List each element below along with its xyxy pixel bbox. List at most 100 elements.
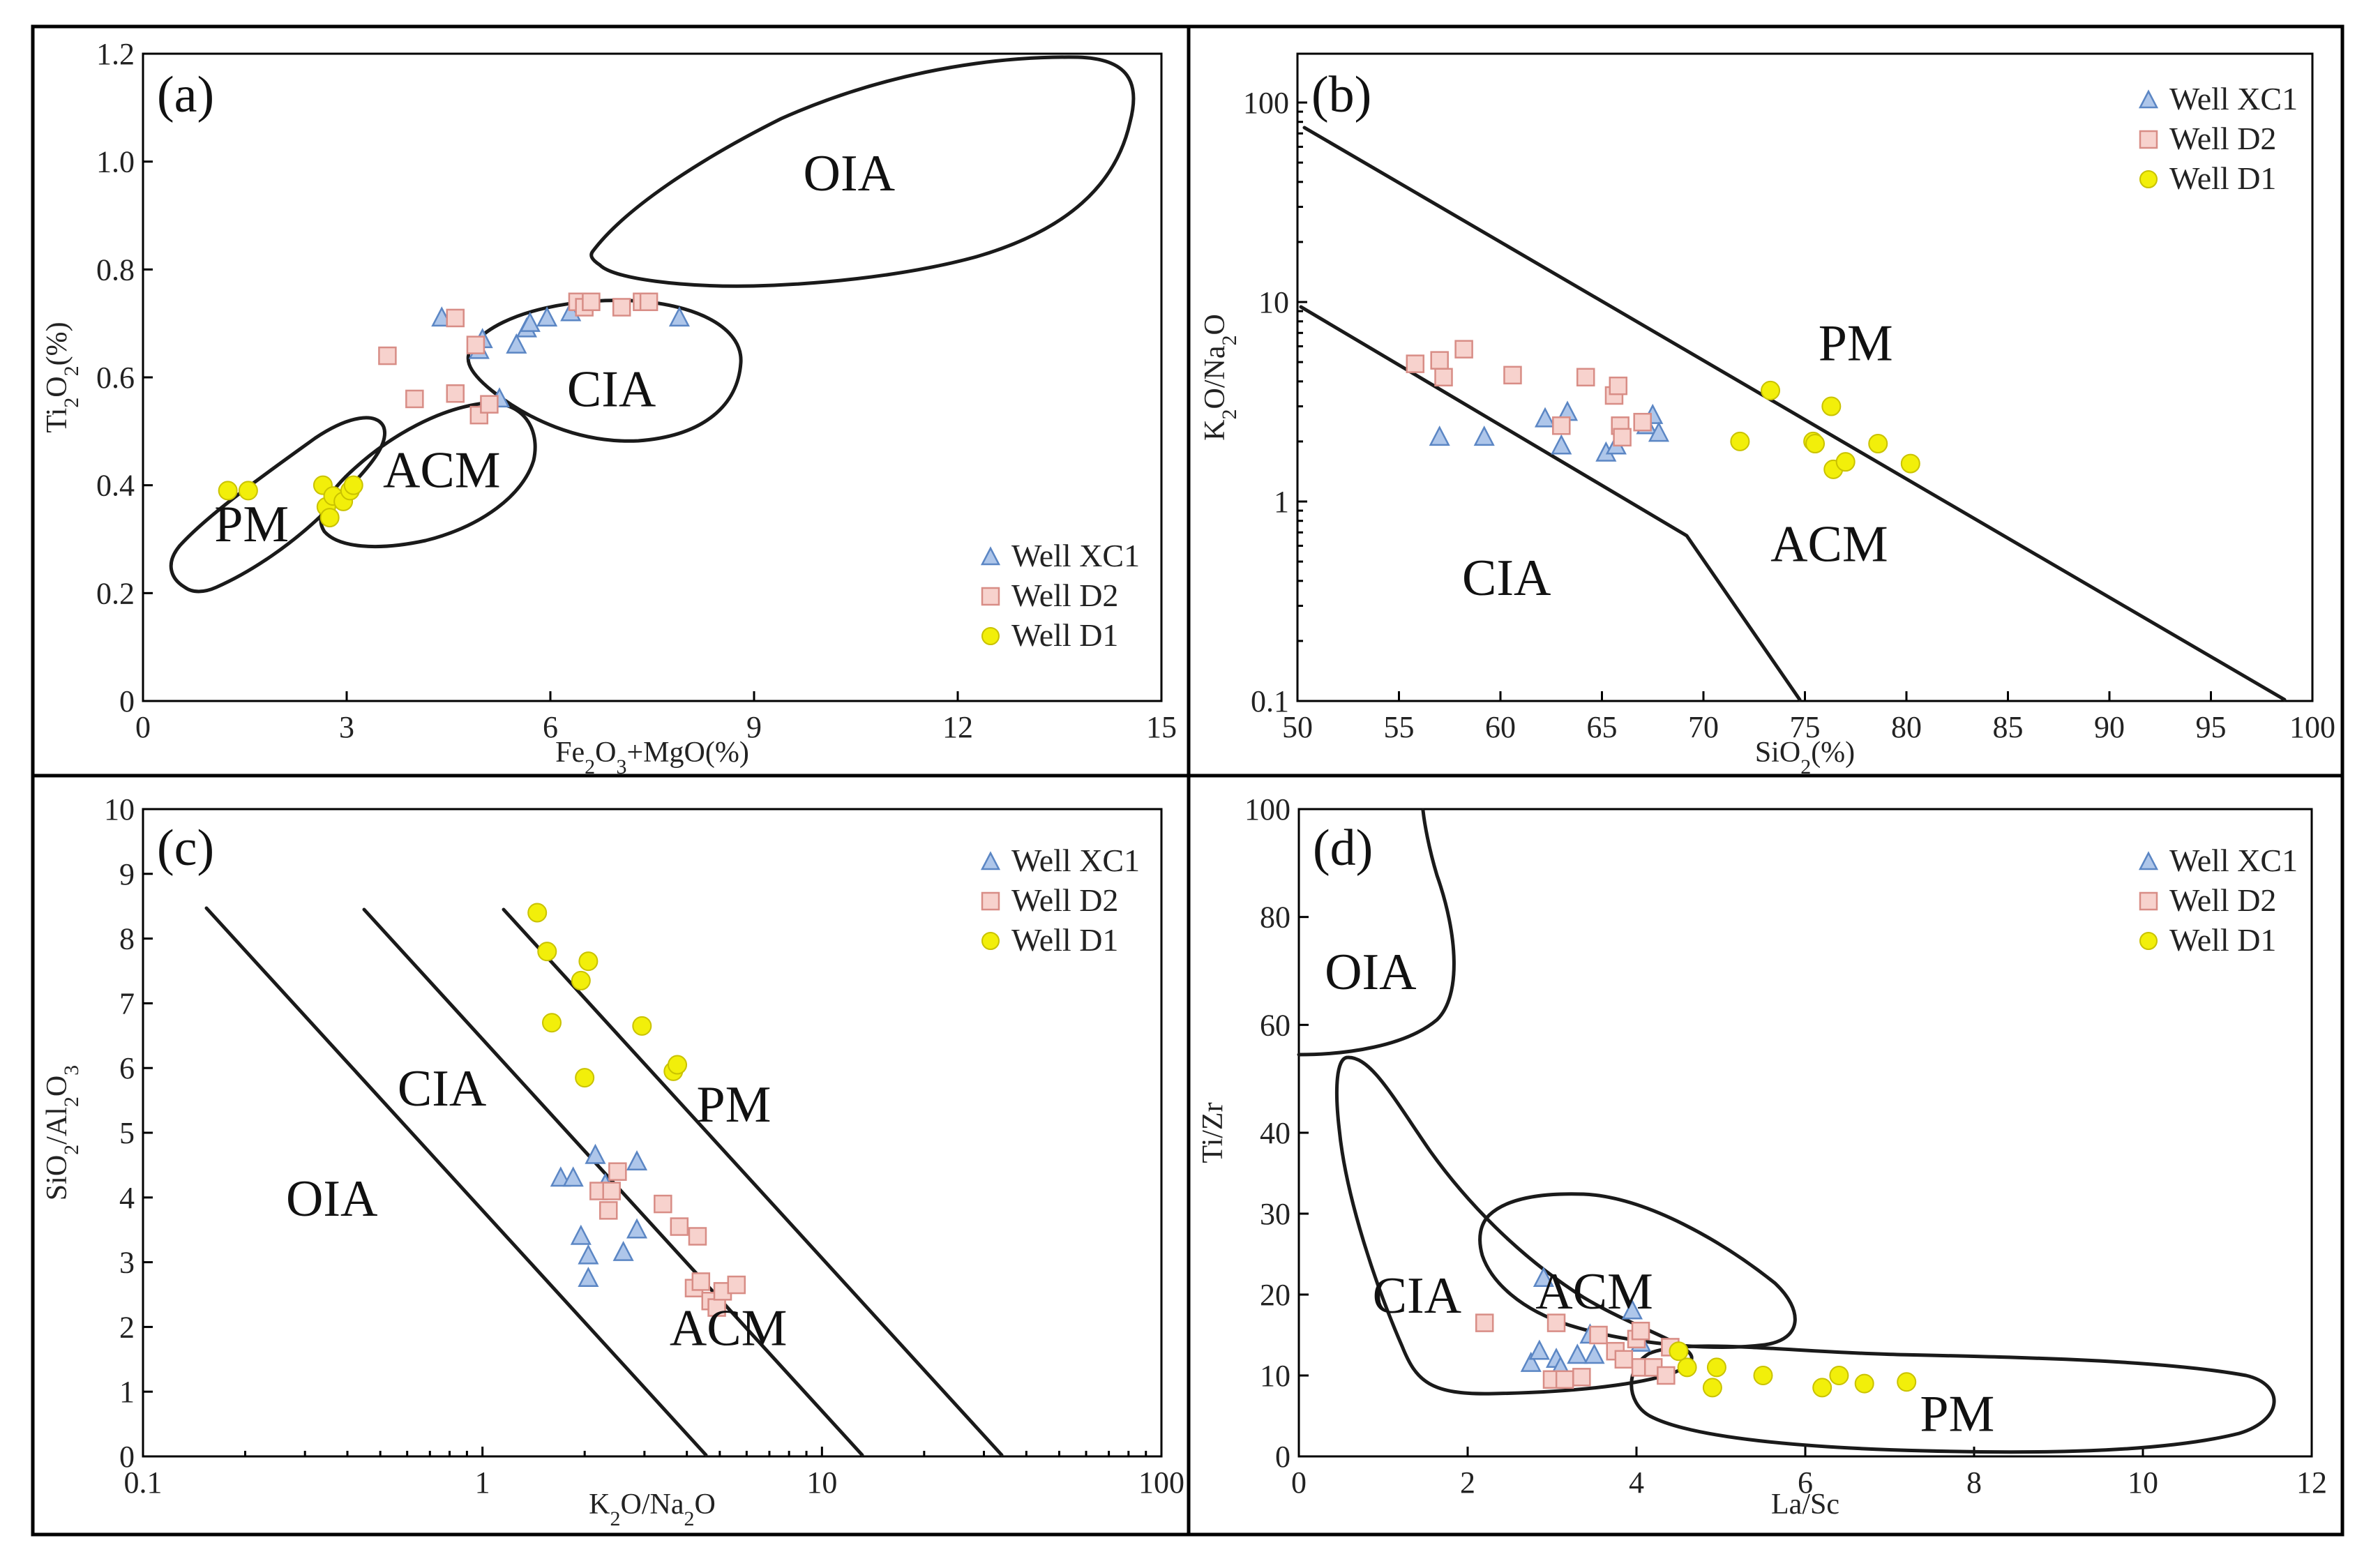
marker-well-d2 — [1555, 1370, 1574, 1389]
x-tick-label: 8 — [1966, 1465, 1982, 1500]
marker-well-d2 — [1454, 340, 1473, 359]
x-tick-label: 2 — [1460, 1465, 1475, 1500]
legend-label: Well D1 — [1011, 617, 1118, 653]
region-labels: PM ACM CIA OIA PM CIA ACM OIA CIA PM ACM OIA CIA ACM P… — [214, 145, 1994, 1442]
region-label-pm: PM — [214, 496, 289, 553]
marker-well-d1 — [1706, 1357, 1726, 1378]
marker-well-d2 — [1609, 376, 1628, 395]
x-tick-label: 85 — [1993, 710, 2024, 744]
marker-well-d2 — [1589, 1325, 1608, 1345]
y-tick-label: 4 — [119, 1181, 135, 1215]
marker-well-d1 — [1812, 1378, 1832, 1398]
marker-well-d2 — [670, 1217, 689, 1236]
marker-well-d2 — [446, 384, 465, 403]
legend-label: Well XC1 — [2169, 843, 2298, 878]
y-tick-label: 60 — [1260, 1008, 1290, 1042]
marker-well-d2 — [1633, 412, 1652, 432]
marker-well-d1 — [1805, 434, 1826, 454]
marker-well-d1 — [238, 481, 258, 501]
y-tick-label: 3 — [119, 1246, 135, 1280]
x-tick-label: 10 — [2128, 1465, 2158, 1500]
panel-label: (a) — [157, 66, 214, 123]
region-label-cia: CIA — [567, 361, 656, 418]
marker-well-d1 — [319, 508, 340, 528]
y-tick-label: 5 — [119, 1116, 135, 1150]
panel-c-oia-cia-line — [204, 906, 708, 1457]
y-axis-label: Ti/Zr — [1197, 1102, 1229, 1163]
marker-well-d2 — [1576, 368, 1595, 387]
marker-well-d2 — [1434, 368, 1453, 387]
marker-well-d2 — [446, 308, 465, 328]
panel-d-pm-field — [1629, 1344, 2276, 1454]
x-tick-label: 60 — [1485, 710, 1516, 744]
legend-triangle-icon — [980, 546, 1001, 566]
marker-well-d2 — [1631, 1321, 1650, 1341]
panel-a-boundaries — [169, 55, 1136, 594]
marker-well-d1 — [1669, 1341, 1689, 1362]
legend-label: Well D2 — [2169, 121, 2276, 156]
y-tick-label: 1.0 — [96, 145, 135, 179]
x-tick-label: 6 — [543, 710, 558, 744]
y-tick-label: 0 — [1275, 1440, 1290, 1474]
legend-label: Well D2 — [1011, 882, 1118, 918]
marker-well-d2 — [480, 395, 499, 414]
marker-well-d1 — [1897, 1372, 1917, 1392]
panel-d-acm-field — [1478, 1192, 1797, 1349]
region-label-pm: PM — [697, 1076, 771, 1133]
y-tick-label: 0.8 — [96, 252, 135, 287]
marker-well-xc1 — [1429, 425, 1450, 446]
y-tick-label: 0 — [119, 1440, 135, 1474]
legend-label: Well D2 — [1011, 578, 1118, 613]
marker-well-xc1 — [585, 1143, 606, 1164]
marker-well-d1 — [1753, 1366, 1773, 1385]
legend-square-icon — [981, 587, 1000, 606]
y-tick-label: 100 — [1243, 86, 1289, 120]
x-tick-label: 90 — [2094, 710, 2125, 744]
marker-well-d1 — [571, 970, 591, 990]
marker-well-d1 — [537, 942, 557, 962]
marker-well-d2 — [608, 1162, 627, 1181]
x-tick-label: 100 — [1138, 1465, 1184, 1500]
region-label-acm: ACM — [383, 442, 501, 499]
marker-well-d2 — [612, 298, 631, 317]
x-tick-label: 15 — [1146, 710, 1177, 744]
panel-d-axes — [1297, 808, 2313, 1458]
panel-a-x-ticks: 0 3 6 9 12 15 — [135, 691, 1177, 744]
y-tick-label: 1.2 — [96, 37, 135, 71]
marker-well-d2 — [599, 1201, 618, 1220]
marker-well-d1 — [1821, 396, 1842, 416]
marker-well-d1 — [1900, 453, 1920, 474]
y-tick-label: 30 — [1260, 1197, 1290, 1231]
marker-well-xc1 — [1534, 407, 1556, 428]
x-tick-label: 50 — [1282, 710, 1313, 744]
panel-label: (b) — [1311, 66, 1371, 123]
marker-well-d1 — [632, 1016, 652, 1036]
data-marks — [218, 292, 1920, 1398]
marker-well-xc1 — [578, 1267, 599, 1288]
legend-label: Well XC1 — [1011, 843, 1140, 878]
marker-well-xc1 — [1648, 421, 1670, 442]
marker-well-d1 — [1702, 1378, 1722, 1398]
marker-well-d2 — [405, 389, 424, 409]
marker-well-d2 — [639, 292, 658, 311]
y-tick-label: 40 — [1260, 1116, 1290, 1150]
x-tick-label: 4 — [1629, 1465, 1644, 1500]
marker-well-d1 — [218, 481, 238, 501]
panel-c-axes — [142, 808, 1163, 1458]
region-label-cia: CIA — [398, 1060, 486, 1117]
marker-well-xc1 — [1583, 1343, 1605, 1364]
x-tick-label: 95 — [2196, 710, 2227, 744]
legend-circle-icon — [2139, 170, 2158, 188]
marker-well-d1 — [578, 951, 599, 972]
marker-well-d1 — [1761, 380, 1781, 400]
x-tick-label: 0.1 — [124, 1465, 163, 1500]
marker-well-d2 — [469, 405, 489, 425]
x-tick-label: 75 — [1790, 710, 1821, 744]
legend-square-icon — [981, 891, 1000, 911]
marker-well-d2 — [727, 1275, 746, 1295]
x-tick-label: 55 — [1384, 710, 1415, 744]
marker-well-xc1 — [1621, 1299, 1643, 1320]
panel-b-pm-acm-line — [1302, 126, 2287, 702]
panel-a-oia-field — [589, 55, 1136, 288]
y-tick-label: 7 — [119, 986, 135, 1020]
